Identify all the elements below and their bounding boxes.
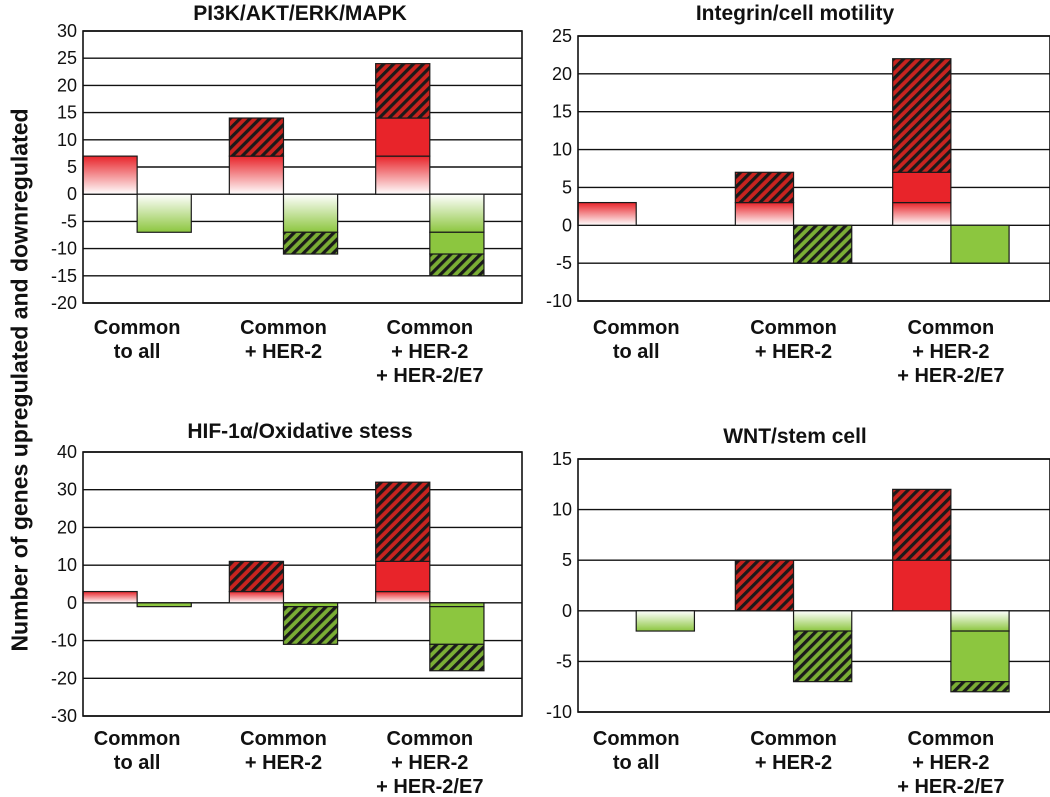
bar-segment-up xyxy=(228,560,285,593)
y-tick-label: 0 xyxy=(562,601,572,621)
y-tick-label: -5 xyxy=(61,211,77,231)
bar-segment-up xyxy=(892,201,952,226)
bar-segment-down xyxy=(429,231,485,255)
y-tick-label: 30 xyxy=(57,480,77,500)
bar-segment-up xyxy=(82,155,138,195)
bar-segment-up xyxy=(892,58,952,173)
y-tick-label: 25 xyxy=(57,48,77,68)
bar-segment-up xyxy=(375,590,431,604)
bar-segment-up xyxy=(228,590,285,604)
bar-segment-down xyxy=(792,224,853,264)
chart-panel-1: -20 -15 -10 -5 0 5 10 15 20 25 30 PI3K/AKT/ERK/MAPK… xyxy=(51,2,523,387)
y-tick-label: -15 xyxy=(51,266,77,286)
bar-segment-up xyxy=(375,560,431,593)
y-tick-label: 20 xyxy=(552,64,572,84)
bar-segment-down xyxy=(950,224,1010,264)
bar-segment-up xyxy=(892,559,952,612)
bar-segment-up xyxy=(375,155,431,195)
plot-frame xyxy=(577,35,1050,302)
y-tick-label: 20 xyxy=(57,75,77,95)
bar-segment-down xyxy=(282,606,339,645)
y-tick-label: 10 xyxy=(552,140,572,160)
bar-segment-up xyxy=(734,559,795,612)
y-tick-label: -5 xyxy=(556,651,572,671)
category-label: Common + HER-2 + HER-2/E7 xyxy=(376,317,483,387)
bar-segment-down xyxy=(136,602,192,608)
bar-segment-up xyxy=(892,488,952,561)
y-tick-label: -5 xyxy=(556,253,572,273)
bar-segment-up xyxy=(228,155,285,195)
plot-frame xyxy=(82,451,523,717)
category-label: Common to all xyxy=(94,317,181,363)
bar-segment-down xyxy=(429,643,485,672)
bar-segment-up xyxy=(375,63,431,119)
bar-segment-up xyxy=(892,171,952,204)
category-label: Common + HER-2 xyxy=(240,317,327,363)
y-tick-label: -10 xyxy=(546,702,572,722)
bar-segment-down xyxy=(282,231,339,255)
chart-panel-4: -10 -5 0 5 10 15 WNT/stem cell Common to all Comm… xyxy=(546,425,1050,797)
bar-segment-up xyxy=(734,201,795,226)
y-tick-label: -10 xyxy=(51,631,77,651)
y-tick-label: 40 xyxy=(57,442,77,462)
y-tick-label: 25 xyxy=(552,26,572,46)
plot-frame xyxy=(577,458,1050,713)
y-tick-label: 5 xyxy=(562,550,572,570)
chart-title: HIF-1α/Oxidative stess xyxy=(187,420,412,443)
y-tick-label: 10 xyxy=(552,500,572,520)
y-tick-label: -30 xyxy=(51,706,77,726)
bar-segment-down xyxy=(792,610,853,632)
category-label: Common + HER-2 xyxy=(750,317,837,363)
bar-segment-down xyxy=(429,193,485,233)
bar-segment-down xyxy=(136,193,192,233)
bar-segment-down xyxy=(429,606,485,645)
bar-segment-down xyxy=(429,253,485,277)
bar-segment-up xyxy=(734,171,795,204)
bar-segment-down xyxy=(950,630,1010,683)
y-tick-label: 5 xyxy=(67,157,77,177)
category-label: Common + HER-2 xyxy=(750,728,837,774)
bar-segment-down xyxy=(792,630,853,683)
chart-panel-3: -30 -20 -10 0 10 20 30 40 HIF-1α/Oxidative stess… xyxy=(51,420,523,797)
bar-segment-down xyxy=(635,610,696,632)
chart-title: Integrin/cell motility xyxy=(696,2,895,25)
category-label: Common + HER-2 + HER-2/E7 xyxy=(376,728,483,797)
bar-segment-up xyxy=(228,117,285,157)
bar-segment-up xyxy=(577,201,637,226)
y-tick-label: 5 xyxy=(562,177,572,197)
bar-segment-up xyxy=(375,481,431,562)
y-tick-label: 15 xyxy=(552,449,572,469)
y-tick-label: 15 xyxy=(57,103,77,123)
y-tick-label: 0 xyxy=(562,215,572,235)
y-tick-label: -20 xyxy=(51,668,77,688)
category-label: Common + HER-2 xyxy=(240,728,327,774)
y-tick-label: 30 xyxy=(57,21,77,41)
y-tick-label: 0 xyxy=(67,593,77,613)
bar-segment-down xyxy=(282,193,339,233)
y-tick-label: -10 xyxy=(51,239,77,259)
bar-segment-down xyxy=(950,610,1010,632)
y-tick-label: -20 xyxy=(51,293,77,313)
chart-title: WNT/stem cell xyxy=(723,425,867,448)
chart-title: PI3K/AKT/ERK/MAPK xyxy=(193,2,407,25)
bar-segment-down xyxy=(950,681,1010,693)
category-label: Common + HER-2 + HER-2/E7 xyxy=(897,317,1004,387)
y-tick-label: 10 xyxy=(57,130,77,150)
bar-segment-up xyxy=(82,590,138,604)
plot-area xyxy=(83,452,522,716)
category-label: Common to all xyxy=(593,728,680,774)
y-tick-label: 20 xyxy=(57,517,77,537)
category-label: Common to all xyxy=(593,317,680,363)
category-label: Common to all xyxy=(94,728,181,774)
y-tick-label: 10 xyxy=(57,555,77,575)
y-tick-label: -10 xyxy=(546,291,572,311)
plot-frame xyxy=(82,30,523,304)
bar-segment-up xyxy=(375,117,431,157)
y-tick-label: 0 xyxy=(67,184,77,204)
category-label: Common + HER-2 + HER-2/E7 xyxy=(897,728,1004,797)
y-tick-label: 15 xyxy=(552,102,572,122)
chart-panel-2: -10 -5 0 5 10 15 20 25 Integrin/cell motility Com… xyxy=(546,2,1050,387)
